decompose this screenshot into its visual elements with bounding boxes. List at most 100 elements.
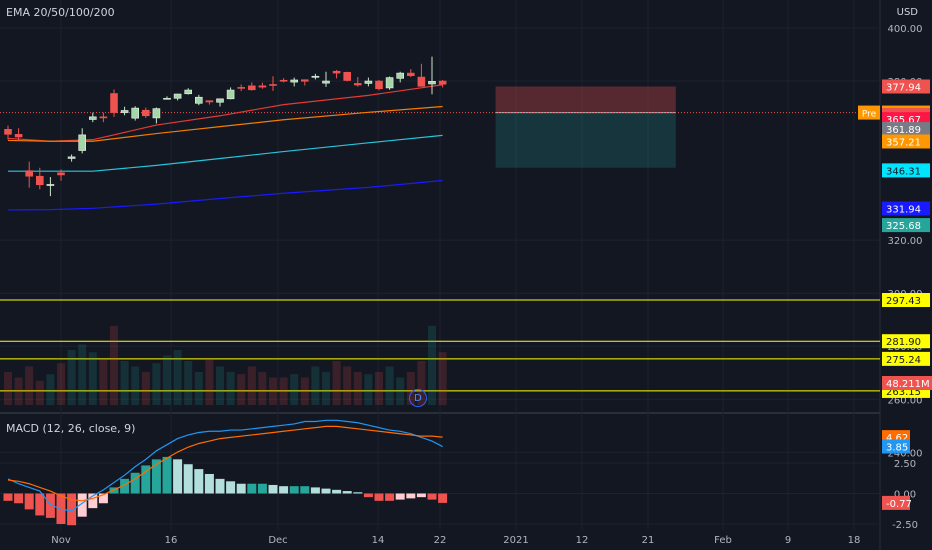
candle-body bbox=[226, 89, 235, 100]
currency-label: USD bbox=[896, 7, 918, 18]
volume-bar bbox=[332, 361, 341, 405]
time-axis-tick-label: 21 bbox=[642, 535, 655, 546]
macd-value-label-box bbox=[882, 439, 910, 454]
macd-histogram-bar bbox=[141, 465, 151, 494]
macd-histogram-bar bbox=[427, 493, 437, 500]
ema-indicator-legend[interactable]: EMA 20/50/100/200 bbox=[6, 6, 115, 19]
volume-bar bbox=[99, 358, 108, 405]
candle-body bbox=[110, 93, 118, 113]
price-axis-tick-label: 240.00 bbox=[888, 448, 923, 459]
macd-histogram-bar bbox=[98, 493, 108, 504]
price-label-text: 263.15 bbox=[886, 387, 921, 398]
candle-body bbox=[14, 134, 23, 138]
price-label-box bbox=[882, 163, 930, 178]
candle-body bbox=[353, 83, 362, 86]
price-label-text: 361.89 bbox=[886, 125, 921, 136]
candle-body bbox=[120, 110, 129, 113]
candle-body bbox=[237, 87, 245, 89]
price-axis-tick-label: 260.00 bbox=[888, 395, 923, 406]
macd-histogram-bar bbox=[204, 473, 214, 494]
volume-bar bbox=[343, 366, 352, 405]
candle-body bbox=[216, 98, 224, 103]
macd-histogram-bar bbox=[130, 472, 140, 494]
macd-axis-tick-label: -2.50 bbox=[892, 520, 918, 531]
candle-body bbox=[417, 76, 426, 87]
volume-bar bbox=[311, 366, 320, 405]
macd-histogram-bar bbox=[183, 464, 193, 494]
price-axis-tick-label: 320.00 bbox=[888, 236, 923, 247]
pre-market-tag bbox=[858, 105, 880, 120]
macd-histogram-bar bbox=[151, 459, 161, 494]
volume-bar bbox=[216, 366, 224, 405]
volume-bar bbox=[205, 358, 214, 405]
candle-body bbox=[385, 77, 394, 89]
macd-indicator-legend[interactable]: MACD (12, 26, close, 9) bbox=[6, 422, 136, 435]
macd-histogram-bar bbox=[162, 456, 172, 494]
volume-bar bbox=[258, 372, 267, 405]
macd-histogram-bar bbox=[194, 469, 204, 494]
price-label-text: 357.21 bbox=[886, 137, 921, 148]
price-label-box bbox=[882, 293, 930, 308]
macd-histogram-bar bbox=[374, 493, 384, 501]
macd-histogram-bar bbox=[236, 483, 246, 494]
macd-line bbox=[7, 419, 443, 512]
macd-histogram-bar bbox=[173, 459, 183, 494]
macd-histogram-bar bbox=[289, 486, 299, 494]
candle-body bbox=[184, 89, 192, 95]
stop-loss-zone[interactable] bbox=[495, 86, 676, 113]
volume-bar bbox=[120, 361, 129, 405]
time-axis-tick-label: Nov bbox=[51, 535, 71, 546]
dividend-marker-icon[interactable]: D bbox=[409, 389, 427, 407]
macd-histogram-bar bbox=[226, 481, 236, 494]
candle-body bbox=[248, 85, 256, 91]
volume-bar bbox=[353, 372, 362, 405]
price-label-text: 346.31 bbox=[886, 166, 921, 177]
volume-bar bbox=[67, 350, 76, 405]
take-profit-zone[interactable] bbox=[495, 112, 676, 168]
macd-histogram-bar bbox=[332, 489, 342, 494]
time-axis-tick-label: 22 bbox=[434, 535, 447, 546]
macd-histogram-bar bbox=[88, 493, 98, 509]
candle-body bbox=[78, 134, 86, 151]
macd-histogram-bar bbox=[279, 486, 289, 494]
price-label-text: 297.43 bbox=[886, 296, 921, 307]
macd-histogram-bar bbox=[310, 487, 320, 494]
volume-bar bbox=[78, 344, 87, 405]
candle-body bbox=[332, 70, 341, 74]
candle-body bbox=[163, 97, 171, 100]
macd-axis-tick-label: 2.50 bbox=[894, 459, 916, 470]
macd-histogram-bar bbox=[215, 478, 225, 494]
price-label-text: 281.90 bbox=[886, 337, 921, 348]
volume-bar bbox=[375, 372, 383, 405]
volume-bar bbox=[428, 325, 436, 405]
time-axis-tick-label: 9 bbox=[785, 535, 791, 546]
volume-bar bbox=[173, 350, 182, 405]
volume-bar bbox=[237, 374, 246, 405]
volume-bar bbox=[141, 372, 150, 405]
macd-histogram-bar bbox=[3, 493, 13, 501]
candle-body bbox=[364, 80, 373, 84]
volume-bar bbox=[385, 366, 394, 405]
time-axis-tick-label: 14 bbox=[372, 535, 385, 546]
price-label-text: 331.94 bbox=[886, 204, 921, 215]
macd-histogram-bar bbox=[321, 488, 331, 494]
volume-bar bbox=[396, 377, 405, 405]
candle-body bbox=[35, 175, 44, 186]
candle-body bbox=[438, 80, 447, 85]
candle-body bbox=[406, 72, 415, 77]
macd-histogram-bar bbox=[406, 493, 416, 499]
ema200-line bbox=[7, 179, 443, 211]
volume-bar bbox=[163, 355, 171, 405]
candle-body bbox=[205, 100, 214, 103]
volume-bar bbox=[131, 366, 140, 405]
macd-value-label-text: 4.62 bbox=[886, 433, 908, 444]
macd-value-label-text: 3.85 bbox=[886, 443, 908, 454]
macd-axis-tick-label: 0.00 bbox=[894, 490, 916, 501]
macd-histogram-bar bbox=[14, 493, 24, 504]
price-label-box bbox=[882, 122, 930, 137]
price-label-text: 325.68 bbox=[886, 221, 921, 232]
volume-bar bbox=[300, 377, 309, 405]
price-label-box bbox=[882, 334, 930, 349]
volume-bar bbox=[406, 372, 415, 405]
